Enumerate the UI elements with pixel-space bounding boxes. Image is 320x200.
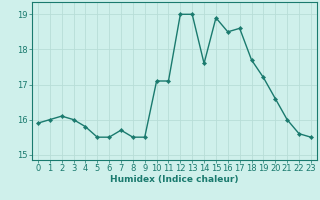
X-axis label: Humidex (Indice chaleur): Humidex (Indice chaleur)	[110, 175, 239, 184]
